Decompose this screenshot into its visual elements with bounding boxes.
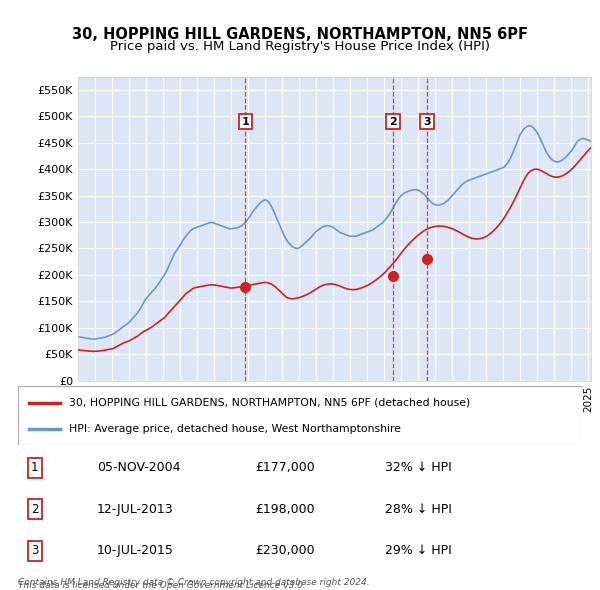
Text: 3: 3 <box>423 117 431 127</box>
Text: HPI: Average price, detached house, West Northamptonshire: HPI: Average price, detached house, West… <box>69 424 401 434</box>
Text: 1: 1 <box>31 461 38 474</box>
Text: Contains HM Land Registry data © Crown copyright and database right 2024.: Contains HM Land Registry data © Crown c… <box>18 578 370 587</box>
Text: 12-JUL-2013: 12-JUL-2013 <box>97 503 173 516</box>
Text: 1: 1 <box>242 117 250 127</box>
Text: £177,000: £177,000 <box>255 461 314 474</box>
Text: Price paid vs. HM Land Registry's House Price Index (HPI): Price paid vs. HM Land Registry's House … <box>110 40 490 53</box>
Text: 2: 2 <box>389 117 397 127</box>
Text: 29% ↓ HPI: 29% ↓ HPI <box>385 545 451 558</box>
Text: £230,000: £230,000 <box>255 545 314 558</box>
Text: 32% ↓ HPI: 32% ↓ HPI <box>385 461 451 474</box>
Text: This data is licensed under the Open Government Licence v3.0.: This data is licensed under the Open Gov… <box>18 581 306 590</box>
Text: £198,000: £198,000 <box>255 503 314 516</box>
Text: 28% ↓ HPI: 28% ↓ HPI <box>385 503 451 516</box>
Text: 30, HOPPING HILL GARDENS, NORTHAMPTON, NN5 6PF (detached house): 30, HOPPING HILL GARDENS, NORTHAMPTON, N… <box>69 398 470 408</box>
Text: 3: 3 <box>31 545 38 558</box>
FancyBboxPatch shape <box>18 386 582 445</box>
Text: 10-JUL-2015: 10-JUL-2015 <box>97 545 174 558</box>
Text: 30, HOPPING HILL GARDENS, NORTHAMPTON, NN5 6PF: 30, HOPPING HILL GARDENS, NORTHAMPTON, N… <box>72 27 528 41</box>
Text: 2: 2 <box>31 503 38 516</box>
Text: 05-NOV-2004: 05-NOV-2004 <box>97 461 181 474</box>
